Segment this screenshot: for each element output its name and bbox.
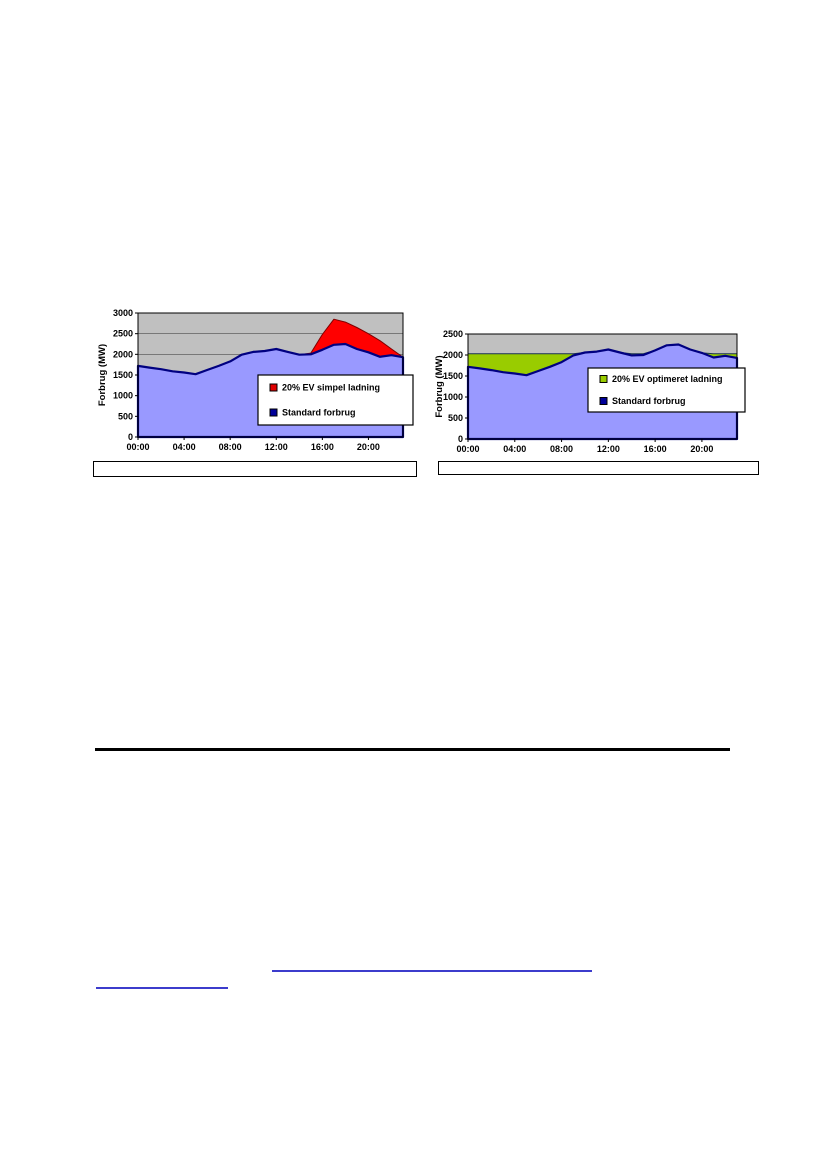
chart-legend xyxy=(257,374,414,426)
legend-label: Standard forbrug xyxy=(612,396,686,406)
legend-marker xyxy=(599,375,608,383)
legend-label: 20% EV simpel ladning xyxy=(282,383,380,393)
chart-legend xyxy=(587,367,746,413)
y-axis-tick-label: 2500 xyxy=(113,329,133,339)
x-axis-tick-label: 20:00 xyxy=(357,442,380,452)
y-axis-tick-label: 1500 xyxy=(443,371,463,381)
ev-simple-charging-chart-svg: 0 500 1000 1500 2000 2500 3000 00:00 04:00 08:00 1… xyxy=(97,308,414,452)
y-axis-tick-label: 1000 xyxy=(443,392,463,402)
chart-ev-optimized-charging: 0 500 1000 1500 2000 2500 00:00 04:00 08:00 12:00… xyxy=(430,326,770,468)
x-axis-tick-label: 08:00 xyxy=(219,442,242,452)
y-axis-tick-label: 2500 xyxy=(443,329,463,339)
y-axis-tick-label: 500 xyxy=(448,413,463,423)
figure-caption-box-right xyxy=(438,461,759,475)
y-axis-tick-label: 500 xyxy=(118,411,133,421)
y-axis-tick-label: 0 xyxy=(128,432,133,442)
y-axis-title: Forbrug (MW) xyxy=(97,344,108,406)
legend-marker xyxy=(599,397,608,405)
x-axis-tick-label: 00:00 xyxy=(126,442,149,452)
section-divider-line xyxy=(95,748,730,751)
legend-marker xyxy=(269,383,278,392)
y-axis-tick-label: 2000 xyxy=(443,350,463,360)
legend-marker xyxy=(269,408,278,417)
x-axis-tick-label: 04:00 xyxy=(503,444,526,454)
x-axis-tick-label: 08:00 xyxy=(550,444,573,454)
y-axis-tick-label: 3000 xyxy=(113,308,133,318)
legend-label: 20% EV optimeret ladning xyxy=(612,374,723,384)
x-axis-tick-label: 20:00 xyxy=(690,444,713,454)
x-axis-tick-label: 12:00 xyxy=(597,444,620,454)
x-axis-tick-label: 00:00 xyxy=(456,444,479,454)
x-axis-tick-label: 16:00 xyxy=(644,444,667,454)
x-axis-tick-label: 04:00 xyxy=(173,442,196,452)
y-axis-tick-label: 1000 xyxy=(113,391,133,401)
figure-caption-box-left xyxy=(93,461,417,477)
y-axis-tick-label: 1500 xyxy=(113,370,133,380)
hyperlink-underline-2[interactable] xyxy=(96,987,228,989)
x-axis-tick-label: 16:00 xyxy=(311,442,334,452)
y-axis-tick-label: 0 xyxy=(458,434,463,444)
y-axis-tick-label: 2000 xyxy=(113,349,133,359)
ev-optimized-charging-chart-svg: 0 500 1000 1500 2000 2500 00:00 04:00 08:00 12:00… xyxy=(434,329,746,454)
y-axis-title: Forbrug (MW) xyxy=(434,355,445,417)
chart-ev-simple-charging: 0 500 1000 1500 2000 2500 3000 00:00 04:00 08:00 1… xyxy=(95,296,425,466)
x-axis-tick-label: 12:00 xyxy=(265,442,288,452)
hyperlink-underline-1[interactable] xyxy=(272,970,592,972)
legend-label: Standard forbrug xyxy=(282,408,356,418)
